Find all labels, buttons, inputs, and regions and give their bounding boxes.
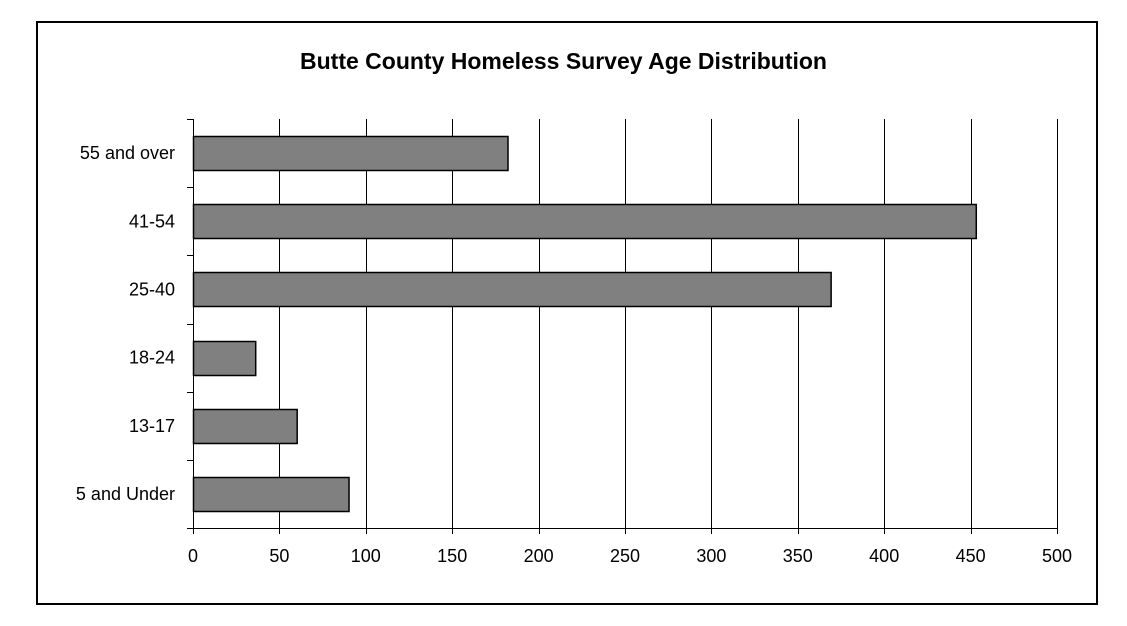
y-category-label: 18-24 xyxy=(129,348,175,368)
label-layer: 0 50 100 150 200 250 300 350 400 450 500 55 and ove… xyxy=(76,143,1072,566)
bar xyxy=(192,271,832,308)
y-category-label: 55 and over xyxy=(80,143,175,163)
x-tick-label: 200 xyxy=(524,546,554,566)
y-category-label: 13-17 xyxy=(129,416,175,436)
bar xyxy=(192,340,257,377)
x-tick-label: 0 xyxy=(188,546,198,566)
y-category-label: 25-40 xyxy=(129,279,175,299)
x-tick-label: 500 xyxy=(1042,546,1072,566)
x-tick-label: 400 xyxy=(869,546,899,566)
x-tick-label: 450 xyxy=(956,546,986,566)
x-tick-label: 350 xyxy=(783,546,813,566)
bar xyxy=(192,135,509,172)
bar xyxy=(192,203,978,240)
y-category-label: 5 and Under xyxy=(76,484,175,504)
x-tick-label: 300 xyxy=(696,546,726,566)
x-tick-label: 250 xyxy=(610,546,640,566)
grid-layer xyxy=(279,119,1058,528)
x-tick-label: 150 xyxy=(437,546,467,566)
x-tick-label: 100 xyxy=(351,546,381,566)
x-tick-label: 50 xyxy=(269,546,289,566)
bar xyxy=(192,476,350,513)
bar xyxy=(192,408,298,445)
bar-layer xyxy=(192,135,978,513)
y-category-label: 41-54 xyxy=(129,211,175,231)
chart-title: Butte County Homeless Survey Age Distrib… xyxy=(300,48,827,74)
axis-layer xyxy=(187,119,1058,534)
